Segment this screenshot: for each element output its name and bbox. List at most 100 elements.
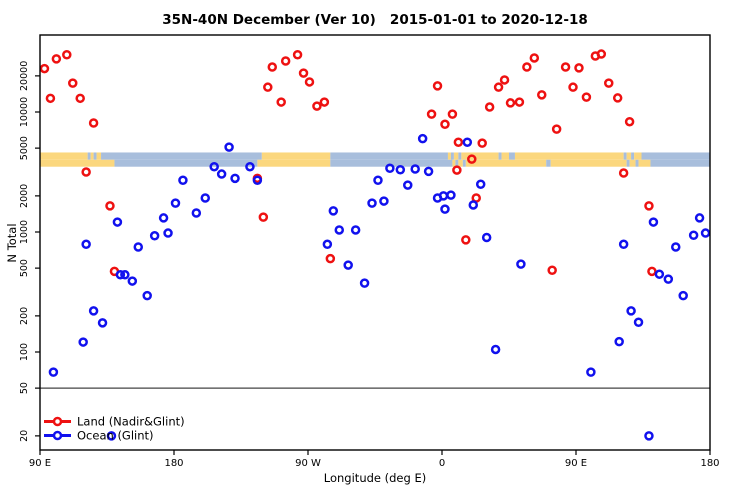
ocean-point [191,208,202,218]
band-ocean-segment [498,152,502,160]
y-axis-label: N Total [5,223,19,263]
ocean-point [133,242,144,252]
ocean-point [373,175,383,185]
ocean-point [97,318,108,328]
band-ocean-segment [458,152,462,160]
land-point [298,68,309,78]
ocean-point [230,173,240,184]
ocean-point [81,239,91,250]
land-point [547,265,557,276]
ocean-point [671,242,681,252]
ocean-point [112,217,123,227]
y-tick-label: 100 [19,343,30,361]
land-point [560,62,571,72]
ocean-point [446,190,456,200]
land-point [263,82,273,92]
band-ocean-segment [114,159,258,167]
land-point [105,201,115,211]
band-land-segment [638,159,651,167]
ocean-point [216,169,227,179]
plot-border [39,34,711,451]
ocean-point [678,290,688,301]
ocean-point [700,228,710,238]
x-tick-label: 90 E [565,458,587,469]
ocean-point [115,270,126,280]
band-land-segment [40,152,88,160]
land-point [75,93,85,104]
ocean-point [142,290,152,301]
land-point [581,92,592,102]
ocean-point [158,213,169,223]
x-axis-label: Longitude (deg E) [323,471,427,485]
ocean-point [417,133,428,144]
band-ocean-segment [631,152,635,160]
band-ocean-segment [330,159,453,167]
ocean-point [149,231,160,241]
ocean-point [224,142,234,152]
band-land-segment [447,152,451,160]
land-point [258,212,269,222]
ocean-point [654,269,665,279]
ocean-point [688,230,699,240]
ocean-point [626,306,636,316]
ocean-point [200,193,211,203]
ocean-point [78,337,88,347]
land-series [40,49,657,277]
land-point [461,235,471,245]
land-point [453,137,464,147]
y-tick-label: 5000 [19,136,30,160]
band-land-segment [261,152,331,160]
band-land-segment [634,152,642,160]
land-point [280,56,291,66]
band-ocean-segment [650,159,710,167]
land-point [618,168,629,178]
x-tick-label: 0 [439,458,445,469]
land-point [304,77,315,87]
ocean-point [475,179,486,189]
y-tick-label: 1000 [19,220,30,244]
land-point [68,78,78,88]
land-point [312,101,322,111]
ocean-point [516,259,526,269]
land-point [612,93,623,103]
land-point [568,82,578,92]
ocean-point [48,367,59,377]
land-point [292,49,303,60]
land-point [514,97,525,107]
band-ocean-segment [641,152,710,160]
ocean-point [209,161,219,172]
data-points [40,49,710,441]
x-axis: 90 E 180 90 W 0 90 E 180 [29,450,720,469]
ocean-point [385,163,395,173]
band-land-segment [501,152,509,160]
land-point [45,93,56,104]
land-point [477,138,487,148]
ocean-point [343,260,353,270]
ocean-point [648,217,659,227]
band-ocean-segment [93,152,97,160]
band-ocean-segment [635,159,639,167]
band-ocean-segment [626,159,630,167]
ocean-point [359,278,370,288]
land-point [440,119,450,130]
y-tick-label: 200 [19,307,30,325]
y-tick-label: 20 [19,430,30,442]
land-point [276,97,286,107]
band-land-segment [257,159,331,167]
band-ocean-segment [462,159,466,167]
land-point [452,165,462,175]
ocean-series [48,133,710,441]
x-tick-label: 180 [164,458,183,469]
land-point [596,49,607,59]
band-ocean-segment [623,152,627,160]
y-tick-label: 10000 [19,97,30,127]
y-tick-label: 2000 [19,184,30,208]
band-land-segment [453,152,459,160]
y-tick-label: 500 [19,259,30,277]
band-land-segment [461,152,499,160]
ocean-point [170,198,181,208]
ocean-point [350,225,361,235]
band-land-segment [458,159,463,167]
ocean-point [88,306,99,316]
